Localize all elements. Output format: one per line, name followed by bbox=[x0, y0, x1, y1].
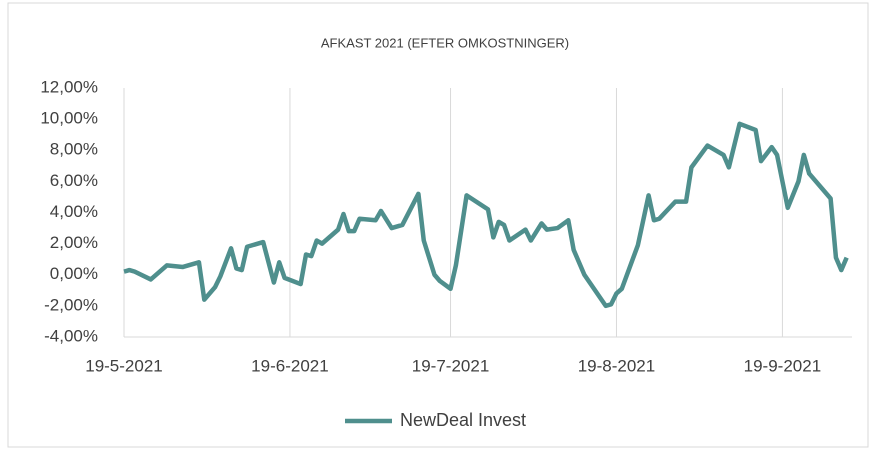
x-tick-label: 19-9-2021 bbox=[744, 356, 822, 375]
legend-label: NewDeal Invest bbox=[400, 410, 526, 430]
y-tick-label: 2,00% bbox=[50, 233, 98, 252]
x-tick-label: 19-7-2021 bbox=[412, 356, 490, 375]
chart-title: AFKAST 2021 (EFTER OMKOSTNINGER) bbox=[321, 35, 569, 50]
x-tick-label: 19-8-2021 bbox=[578, 356, 656, 375]
y-tick-label: 8,00% bbox=[50, 140, 98, 159]
y-tick-label: 10,00% bbox=[40, 109, 98, 128]
x-tick-label: 19-5-2021 bbox=[85, 356, 163, 375]
y-tick-label: 12,00% bbox=[40, 77, 98, 96]
y-tick-label: 6,00% bbox=[50, 171, 98, 190]
x-tick-label: 19-6-2021 bbox=[251, 356, 329, 375]
chart-frame bbox=[7, 2, 869, 448]
y-tick-label: 4,00% bbox=[50, 202, 98, 221]
y-tick-label: -4,00% bbox=[44, 326, 98, 345]
y-tick-label: 0,00% bbox=[50, 264, 98, 283]
y-tick-label: -2,00% bbox=[44, 295, 98, 314]
series-line bbox=[123, 121, 849, 309]
